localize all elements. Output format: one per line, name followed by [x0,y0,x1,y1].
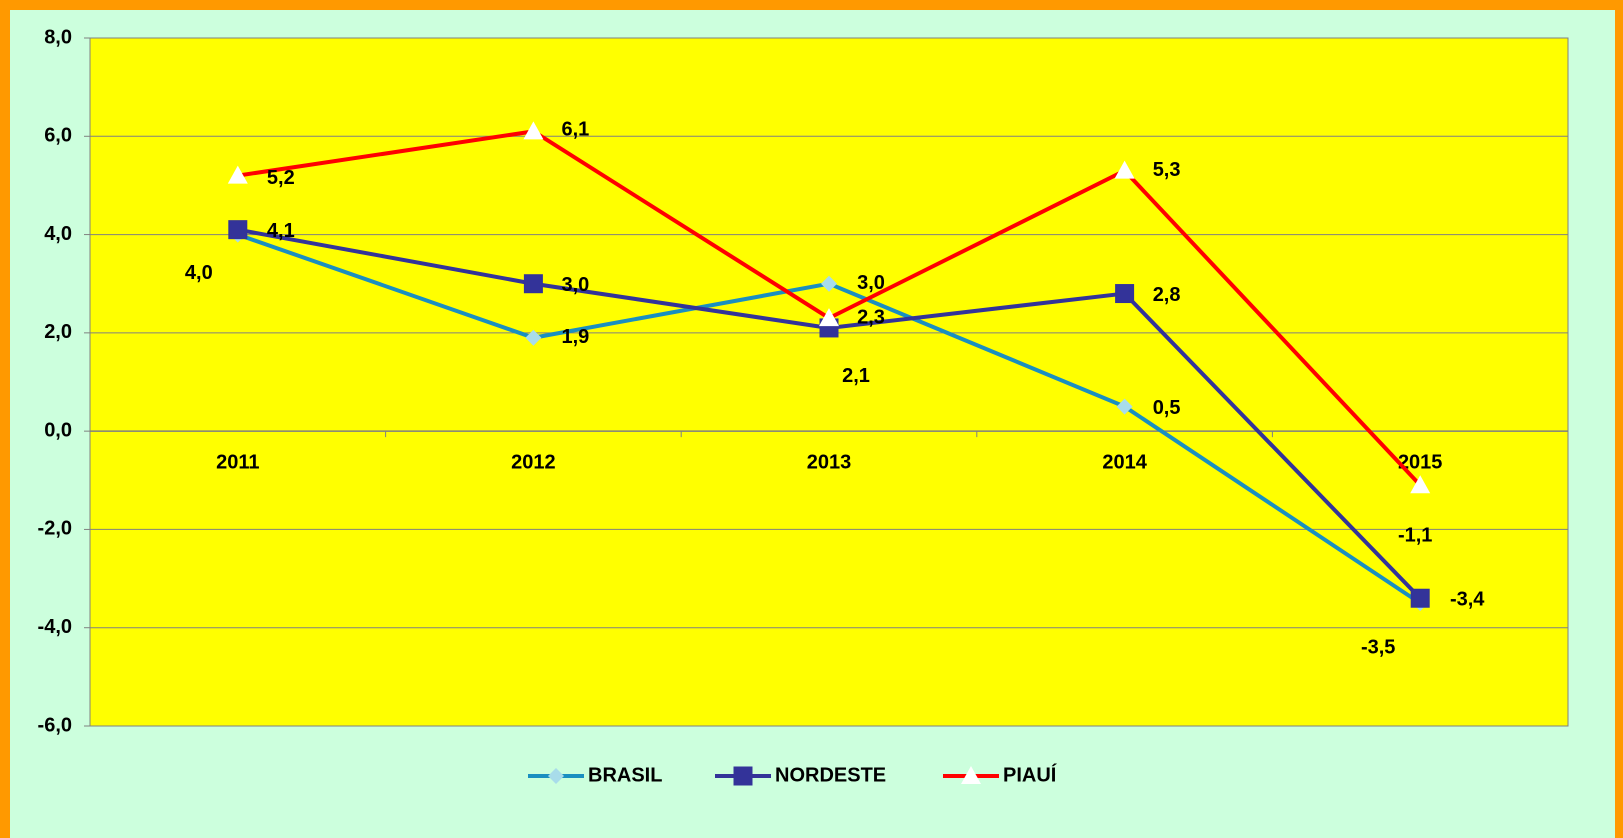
y-tick-label: -6,0 [38,714,72,736]
marker [821,275,837,292]
data-label: 2,1 [842,365,870,387]
x-tick-label: 2014 [1102,451,1147,473]
data-label: 3,0 [857,272,885,294]
x-tick-label: 2013 [807,451,852,473]
marker [733,766,753,786]
data-label: 5,3 [1153,159,1181,181]
y-tick-label: 2,0 [44,321,72,343]
y-tick-label: 4,0 [44,223,72,245]
data-label: -1,1 [1398,524,1432,546]
data-label: 5,2 [267,167,295,189]
marker [1114,160,1135,179]
data-label: 4,1 [267,220,295,242]
data-label: 2,3 [857,306,885,328]
marker [523,274,543,294]
data-label: 4,0 [185,262,213,284]
marker [1410,475,1431,494]
data-label: -3,4 [1450,589,1485,611]
marker [1115,284,1135,304]
marker [819,308,839,327]
marker [525,329,542,346]
y-tick-label: 0,0 [44,419,72,441]
x-tick-label: 2012 [511,451,556,473]
y-tick-label: -2,0 [38,518,72,540]
data-label: 6,1 [561,119,589,141]
data-label: 0,5 [1153,397,1181,419]
legend-label: BRASIL [588,764,662,786]
marker [227,165,248,184]
data-label: 1,9 [561,326,589,348]
x-tick-label: 2015 [1398,451,1443,473]
marker [1116,398,1133,415]
x-tick-label: 2011 [216,451,259,473]
data-label: -3,5 [1361,636,1395,658]
data-label: 2,8 [1153,284,1181,306]
marker [228,220,248,240]
data-label: 3,0 [561,274,589,296]
plot-area [89,37,1569,727]
legend-label: PIAUÍ [1003,763,1057,786]
legend-label: NORDESTE [775,764,886,786]
marker [548,768,564,784]
marker [1410,588,1430,608]
y-tick-label: 6,0 [44,125,72,147]
y-tick-label: 8,0 [44,26,72,48]
marker [961,766,981,784]
y-tick-label: -4,0 [38,616,72,638]
marker [523,121,544,140]
